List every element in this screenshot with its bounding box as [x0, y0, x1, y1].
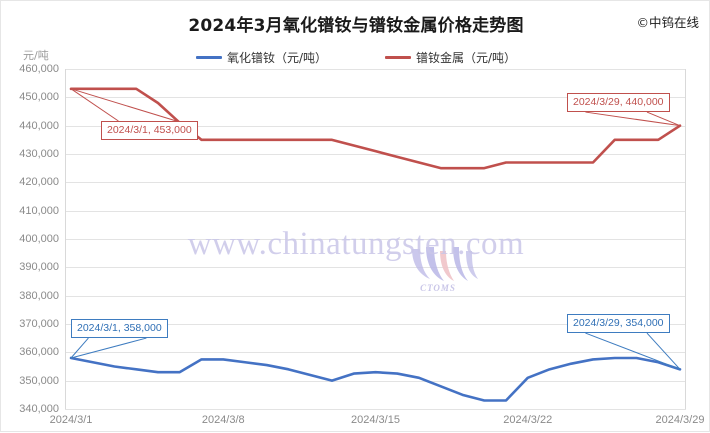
callout-blue-start: 2024/3/1, 358,000: [71, 319, 168, 339]
y-tick-label: 340,000: [19, 403, 59, 415]
y-tick-label: 440,000: [19, 119, 59, 132]
legend-swatch-oxide: [195, 56, 222, 59]
page-title: 2024年3月氧化镨钕与镨钕金属价格走势图: [188, 16, 524, 36]
y-tick-label: 420,000: [19, 176, 59, 189]
gridline: [65, 125, 686, 127]
y-tick-label: 400,000: [19, 233, 59, 245]
y-tick-label: 410,000: [19, 204, 59, 217]
callout-red-end: 2024/3/29, 440,000: [567, 93, 670, 113]
gridline: [65, 295, 686, 297]
y-tick-label: 430,000: [19, 148, 59, 160]
gridline: [65, 239, 686, 240]
y-axis-title: 元/吨: [23, 49, 49, 62]
x-tick-label: 2024/3/1: [49, 414, 93, 426]
gridline: [65, 324, 686, 325]
gridline: [65, 210, 686, 212]
gridline: [65, 352, 686, 354]
y-tick-label: 460,000: [19, 63, 59, 75]
gridline: [65, 154, 686, 155]
gridline: [65, 69, 686, 70]
gridline: [65, 267, 686, 269]
x-tick-label: 2024/3/29: [655, 414, 705, 426]
legend-label-oxide: 氧化镨钕（元/吨）: [226, 51, 327, 65]
y-tick-label: 390,000: [19, 261, 59, 274]
plot-area: CTOMS: [65, 69, 686, 410]
x-tick-label: 2024/3/8: [201, 414, 245, 426]
y-tick-label: 450,000: [19, 91, 59, 104]
x-tick-label: 2024/3/15: [351, 414, 400, 426]
gridline: [65, 380, 686, 382]
series-line-oxide: [69, 356, 682, 402]
y-tick-label: 380,000: [19, 289, 59, 302]
y-tick-label: 360,000: [19, 346, 59, 359]
y-tick-label: 370,000: [19, 318, 59, 330]
gridline: [65, 409, 686, 410]
callout-red-start: 2024/3/1, 453,000: [101, 121, 198, 141]
series-lines: [69, 87, 682, 402]
chart-legend: 氧化镨钕（元/吨） 镨钕金属（元/吨）: [1, 49, 710, 66]
legend-item-metal[interactable]: 镨钕金属（元/吨）: [385, 49, 516, 66]
x-tick-label: 2024/3/22: [503, 414, 553, 426]
legend-swatch-metal: [385, 56, 411, 59]
gridline: [65, 182, 686, 184]
legend-label-metal: 镨钕金属（元/吨）: [416, 51, 517, 65]
gridline: [65, 97, 686, 99]
callout-blue-end: 2024/3/29, 354,000: [567, 314, 670, 334]
legend-item-oxide[interactable]: 氧化镨钕（元/吨）: [195, 49, 327, 66]
copyright-label: ©中钨在线: [636, 15, 699, 30]
y-tick-label: 350,000: [19, 374, 59, 387]
